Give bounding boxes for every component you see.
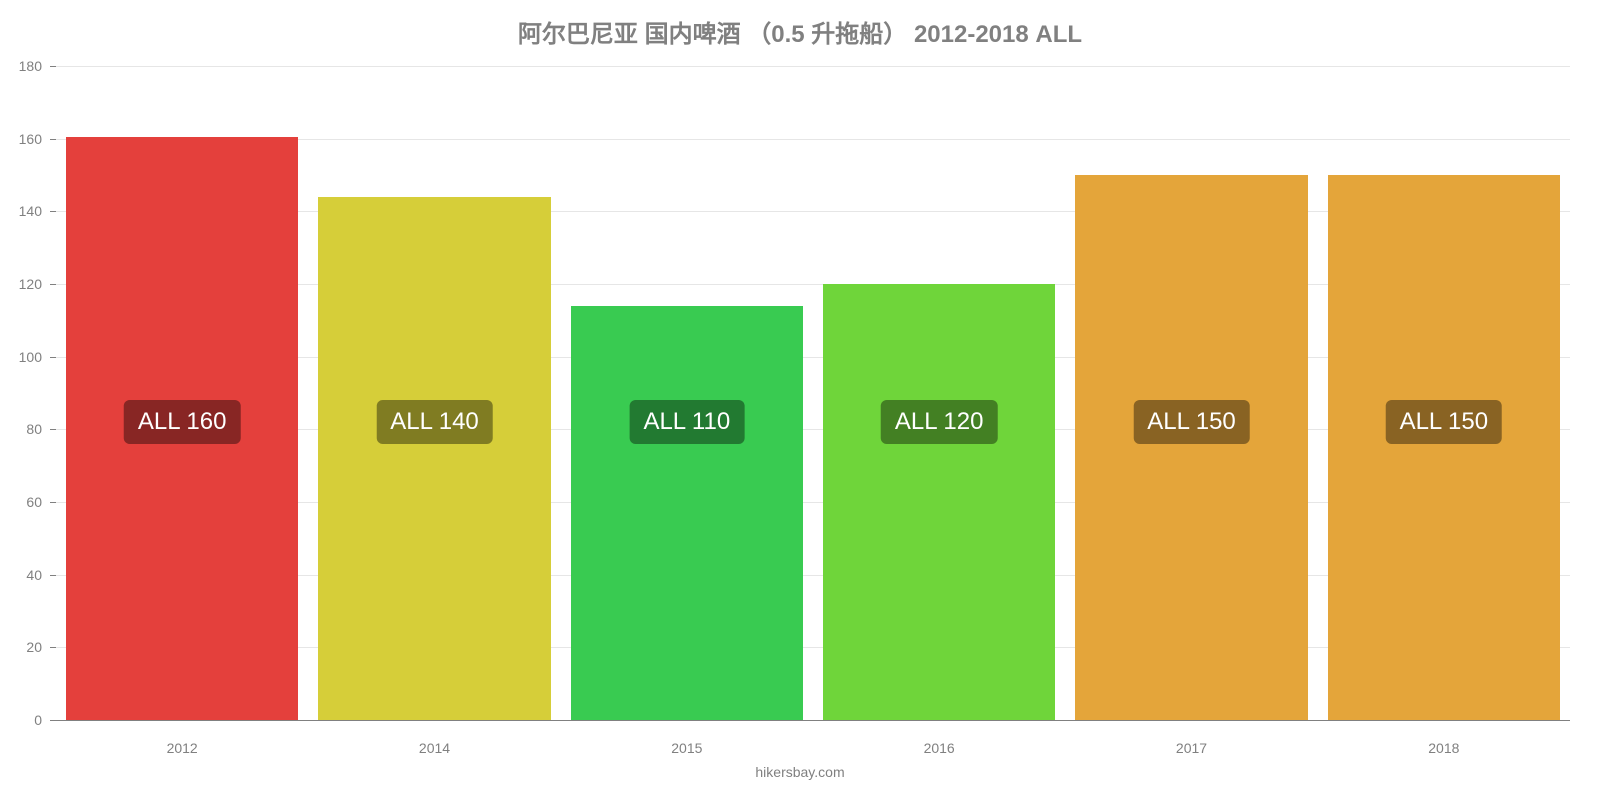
y-tick-label: 80 bbox=[26, 421, 42, 437]
y-tick-mark bbox=[50, 502, 56, 503]
y-tick-mark bbox=[50, 284, 56, 285]
y-tick-label: 180 bbox=[19, 58, 42, 74]
chart-title: 阿尔巴尼亚 国内啤酒 （0.5 升拖船） 2012-2018 ALL bbox=[0, 14, 1600, 49]
bar bbox=[823, 284, 1055, 720]
y-tick-label: 40 bbox=[26, 567, 42, 583]
y-tick-label: 140 bbox=[19, 203, 42, 219]
x-axis-line bbox=[56, 720, 1570, 721]
y-tick-label: 120 bbox=[19, 276, 42, 292]
bar-value-label: ALL 150 bbox=[1133, 400, 1250, 444]
bar-value-label: ALL 140 bbox=[376, 400, 493, 444]
bar bbox=[318, 197, 550, 720]
bar bbox=[571, 306, 803, 720]
bar bbox=[1328, 175, 1560, 720]
bar-chart: 阿尔巴尼亚 国内啤酒 （0.5 升拖船） 2012-2018 ALL 02040… bbox=[0, 0, 1600, 800]
y-tick-mark bbox=[50, 357, 56, 358]
attribution-text: hikersbay.com bbox=[0, 764, 1600, 780]
gridline bbox=[56, 66, 1570, 67]
x-tick-label: 2012 bbox=[167, 740, 198, 756]
bar-value-label: ALL 110 bbox=[629, 400, 744, 444]
y-tick-label: 20 bbox=[26, 639, 42, 655]
y-tick-label: 0 bbox=[34, 712, 42, 728]
y-tick-label: 100 bbox=[19, 349, 42, 365]
y-tick-mark bbox=[50, 429, 56, 430]
y-tick-mark bbox=[50, 647, 56, 648]
x-tick-label: 2017 bbox=[1176, 740, 1207, 756]
bar-value-label: ALL 120 bbox=[881, 400, 998, 444]
bar-value-label: ALL 150 bbox=[1386, 400, 1503, 444]
y-tick-mark bbox=[50, 211, 56, 212]
y-tick-label: 160 bbox=[19, 131, 42, 147]
bar-value-label: ALL 160 bbox=[124, 400, 241, 444]
bar bbox=[1075, 175, 1307, 720]
x-tick-label: 2014 bbox=[419, 740, 450, 756]
x-tick-label: 2015 bbox=[671, 740, 702, 756]
y-tick-mark bbox=[50, 139, 56, 140]
x-tick-label: 2018 bbox=[1428, 740, 1459, 756]
plot-area: 0204060801001201401601802012ALL 1602014A… bbox=[56, 66, 1570, 720]
y-tick-mark bbox=[50, 575, 56, 576]
x-tick-label: 2016 bbox=[924, 740, 955, 756]
y-tick-label: 60 bbox=[26, 494, 42, 510]
y-tick-mark bbox=[50, 66, 56, 67]
